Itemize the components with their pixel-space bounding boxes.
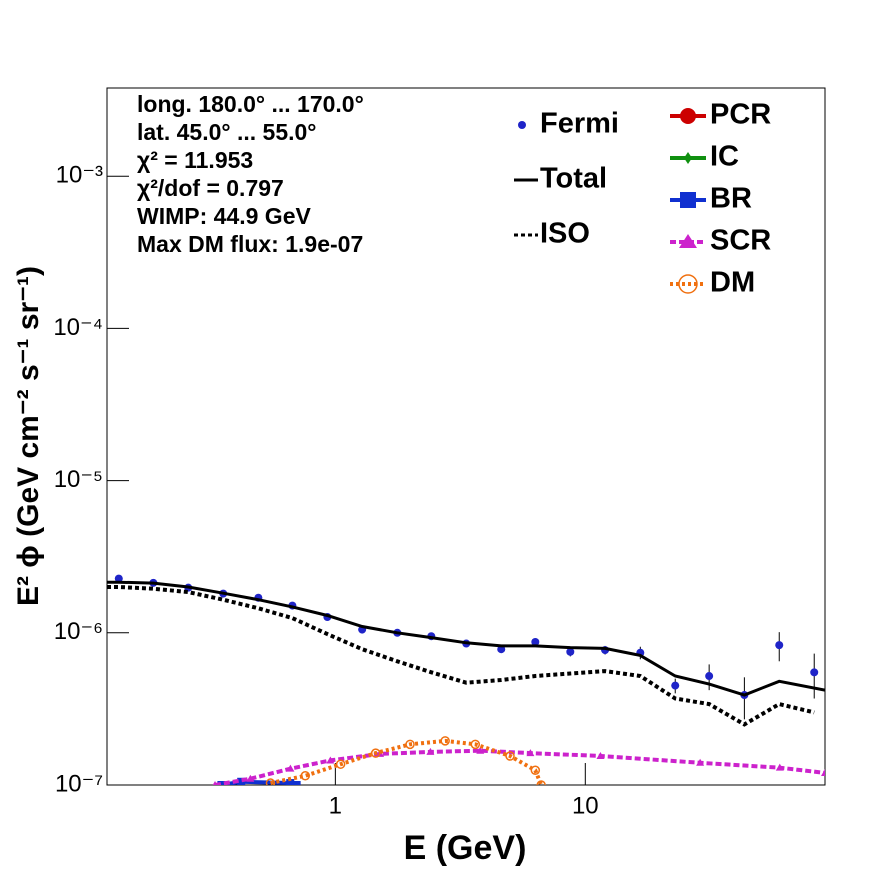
legend-label: DM: [710, 267, 755, 299]
plot-frame: [106, 87, 826, 786]
plot-area: [107, 574, 825, 785]
y-tick-label: 10⁻⁷: [55, 770, 103, 797]
marker: [531, 638, 540, 647]
annotation: WIMP: 44.9 GeV: [137, 203, 311, 229]
marker: [114, 574, 123, 583]
marker: [246, 774, 255, 782]
annotation: long. 180.0° ... 170.0°: [137, 91, 364, 117]
legend-label: Total: [540, 163, 607, 195]
series-line: [107, 580, 825, 697]
annotation: χ² = 11.953: [137, 147, 253, 173]
marker: [426, 747, 435, 755]
marker: [470, 739, 481, 750]
marker: [476, 746, 485, 754]
marker: [810, 668, 819, 677]
marker: [678, 274, 698, 294]
marker: [775, 763, 784, 771]
y-tick-label: 10⁻⁶: [54, 618, 103, 645]
y-tick-label: 10⁻³: [56, 162, 103, 189]
marker: [680, 192, 696, 208]
y-axis-label: E² ϕ (GeV cm⁻² s⁻¹ sr⁻¹): [12, 266, 45, 606]
marker: [775, 641, 784, 650]
marker: [292, 781, 301, 785]
marker: [679, 234, 697, 248]
marker: [684, 152, 692, 164]
marker: [518, 121, 526, 129]
marker: [696, 758, 705, 766]
marker: [286, 779, 295, 785]
y-tick-label: 10⁻⁵: [54, 466, 103, 493]
marker: [705, 672, 714, 681]
marker: [326, 756, 335, 764]
legend-label: SCR: [710, 225, 771, 257]
marker: [300, 771, 311, 781]
marker: [526, 749, 535, 757]
legend-label: Fermi: [540, 108, 619, 140]
marker: [680, 108, 696, 124]
annotation: lat. 45.0° ... 55.0°: [137, 119, 317, 145]
marker: [217, 781, 226, 785]
x-tick-label: 10: [572, 792, 599, 819]
marker: [596, 752, 605, 760]
legend-label: IC: [710, 141, 739, 173]
marker: [566, 647, 575, 656]
legend-label: BR: [710, 183, 752, 215]
marker: [440, 736, 450, 746]
legend-label: ISO: [540, 218, 590, 250]
marker: [536, 780, 546, 785]
series-line: [214, 748, 825, 785]
marker: [505, 751, 515, 761]
marker: [370, 748, 381, 758]
y-tick-label: 10⁻⁴: [53, 314, 103, 341]
marker: [405, 739, 415, 750]
marker: [530, 765, 541, 776]
marker: [335, 759, 346, 769]
marker: [212, 781, 218, 785]
marker: [265, 778, 276, 785]
x-axis-label: E (GeV): [404, 829, 527, 867]
series-line: [107, 585, 815, 727]
marker: [821, 768, 825, 776]
annotation: χ²/dof = 0.797: [137, 175, 284, 201]
marker: [671, 681, 680, 690]
marker: [237, 777, 246, 785]
series-line: [270, 738, 544, 785]
annotation: Max DM flux: 1.9e-07: [137, 231, 363, 257]
x-tick-label: 1: [329, 792, 342, 819]
marker: [286, 764, 295, 772]
legend-label: PCR: [710, 99, 771, 131]
